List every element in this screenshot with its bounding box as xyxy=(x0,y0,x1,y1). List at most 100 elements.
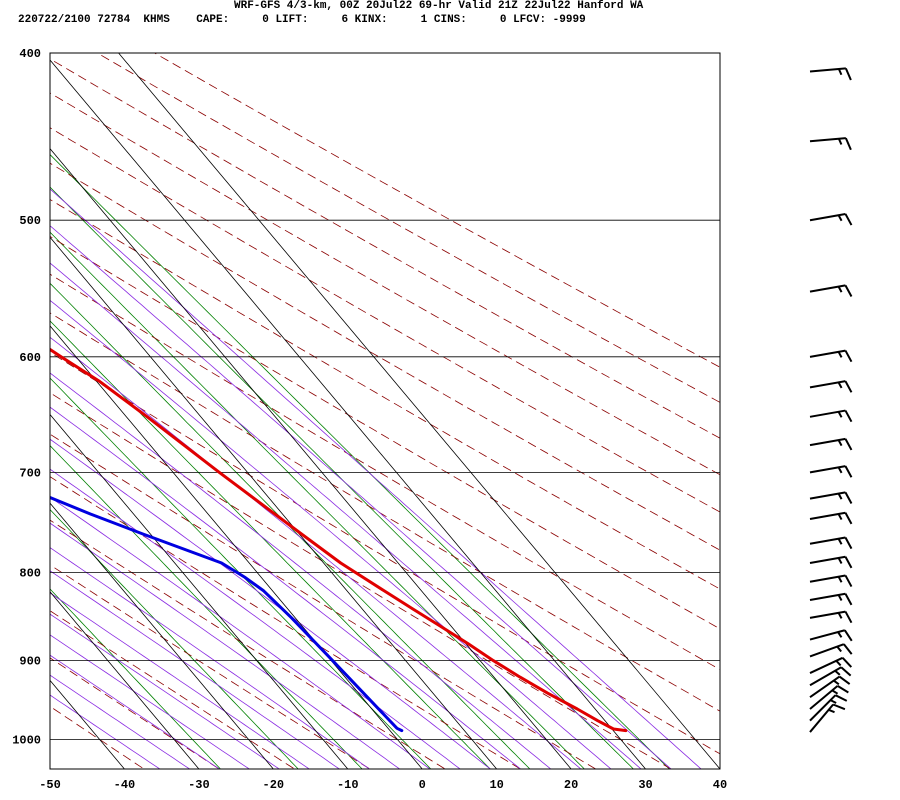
wind-barb-flag xyxy=(838,675,851,685)
wind-barb xyxy=(809,656,853,674)
wind-barb xyxy=(809,643,853,658)
moist-adiabat-line xyxy=(50,654,221,769)
wind-barb-half-flag xyxy=(837,466,843,474)
wind-barb-flag xyxy=(844,438,853,451)
dry-adiabat-line xyxy=(50,273,720,670)
x-tick-labels: -50 -40 -30 -20 -10 0 10 20 30 40 xyxy=(39,778,727,792)
wind-barb-half-flag xyxy=(837,138,843,145)
wind-barb xyxy=(809,694,848,722)
mixing-ratio-line xyxy=(50,445,363,769)
wind-barb xyxy=(809,574,853,588)
y-tick-label: 700 xyxy=(19,466,41,480)
dry-adiabat-line xyxy=(50,312,720,712)
mixing-ratio-line xyxy=(50,377,432,769)
moist-adiabat-line xyxy=(50,634,251,769)
moist-adiabat-line xyxy=(50,188,702,769)
y-tick-labels: 400 500 600 700 800 900 1000 xyxy=(12,47,41,748)
temperature-point xyxy=(613,728,614,730)
wind-barb-half-flag xyxy=(830,699,837,704)
moist-adiabat-line xyxy=(50,438,492,769)
wind-barb-half-flag xyxy=(834,669,841,676)
wind-barb-half-flag xyxy=(837,411,843,418)
x-tick-label: -10 xyxy=(337,778,359,792)
wind-barb xyxy=(809,610,853,624)
wind-barb xyxy=(809,675,851,699)
moist-adiabat-line xyxy=(50,406,522,769)
wind-barb-flag xyxy=(844,213,853,226)
dry-adiabat-line xyxy=(50,351,720,755)
wind-barb-half-flag xyxy=(837,594,843,601)
temperature-point xyxy=(301,533,302,535)
temperature-point xyxy=(99,380,101,382)
mixing-ratio-line xyxy=(50,588,222,769)
wind-barb xyxy=(809,380,853,393)
dewpoint-point xyxy=(396,727,398,729)
y-tick-label: 900 xyxy=(19,655,41,669)
x-tick-label: -30 xyxy=(188,778,210,792)
wind-barb-flag xyxy=(844,284,853,297)
wind-barb xyxy=(809,685,849,710)
chart-title: WRF-GFS 4/3-km, 00Z 20Jul22 69-hr Valid … xyxy=(234,0,644,12)
dry-adiabat-line xyxy=(50,433,597,769)
wind-barb-half-flag xyxy=(837,612,843,619)
dry-adiabat-line xyxy=(50,564,371,769)
dry-adiabat-line xyxy=(50,476,522,769)
y-tick-label: 1000 xyxy=(12,734,41,748)
dry-adiabat-line xyxy=(50,657,221,769)
x-tick-label: 20 xyxy=(564,778,578,792)
wind-barb xyxy=(809,137,852,151)
moist-adiabat-line xyxy=(50,694,161,769)
isotherm-line xyxy=(50,236,497,769)
dry-adiabat-line xyxy=(50,58,720,439)
temperature-line xyxy=(50,347,628,733)
wind-barb-half-flag xyxy=(828,708,835,714)
moist-adiabat-line xyxy=(50,496,431,769)
moist-adiabat-line xyxy=(50,299,612,769)
y-tick-label: 800 xyxy=(19,566,41,580)
temperature-point xyxy=(146,416,148,418)
wind-barb-flag xyxy=(840,666,852,677)
wind-barb xyxy=(809,703,846,733)
wind-barb-half-flag xyxy=(837,493,843,500)
x-tick-label: -20 xyxy=(263,778,285,792)
temperature-point xyxy=(440,626,442,628)
wind-barb-half-flag xyxy=(837,286,843,293)
dewpoint-point xyxy=(370,700,372,702)
wind-barb-flag xyxy=(844,410,853,423)
dry-adiabat-line xyxy=(50,127,720,513)
wind-barb-flag xyxy=(844,593,853,606)
dry-adiabat-line xyxy=(50,235,720,630)
wind-barb-staff xyxy=(809,643,845,658)
moist-adiabat-line xyxy=(50,468,461,769)
wind-barb-flag xyxy=(843,643,853,655)
moist-adiabat-line xyxy=(50,547,371,769)
mixing-ratio-line xyxy=(50,320,491,769)
y-tick-label: 500 xyxy=(19,214,41,228)
dry-adiabat-line xyxy=(153,53,720,368)
wind-barb-half-flag xyxy=(837,538,843,545)
wind-barb-half-flag xyxy=(837,513,843,521)
dewpoint-point xyxy=(332,660,334,662)
dewpoint-point xyxy=(401,730,403,732)
temperature-point xyxy=(519,676,521,678)
temperature-point xyxy=(383,590,385,592)
temperature-point xyxy=(547,692,549,694)
temperature-point xyxy=(412,608,414,610)
temperature-point xyxy=(218,471,220,473)
wind-barb xyxy=(809,465,853,478)
wind-barb-half-flag xyxy=(835,660,842,667)
dewpoint-point xyxy=(291,617,292,619)
wind-barb xyxy=(809,491,853,504)
wind-barb-half-flag xyxy=(831,689,839,695)
wind-barb xyxy=(809,437,853,451)
moist-adiabat-line xyxy=(50,613,280,769)
wind-barb-flag xyxy=(844,380,853,393)
moist-adiabat-line xyxy=(50,522,401,769)
wind-barb-flag xyxy=(844,537,853,550)
wind-barb xyxy=(809,409,853,423)
wind-barb xyxy=(809,349,853,363)
wind-barb-staff xyxy=(809,656,844,674)
header: WRF-GFS 4/3-km, 00Z 20Jul22 69-hr Valid … xyxy=(0,0,900,40)
wind-barb-half-flag xyxy=(837,214,843,222)
